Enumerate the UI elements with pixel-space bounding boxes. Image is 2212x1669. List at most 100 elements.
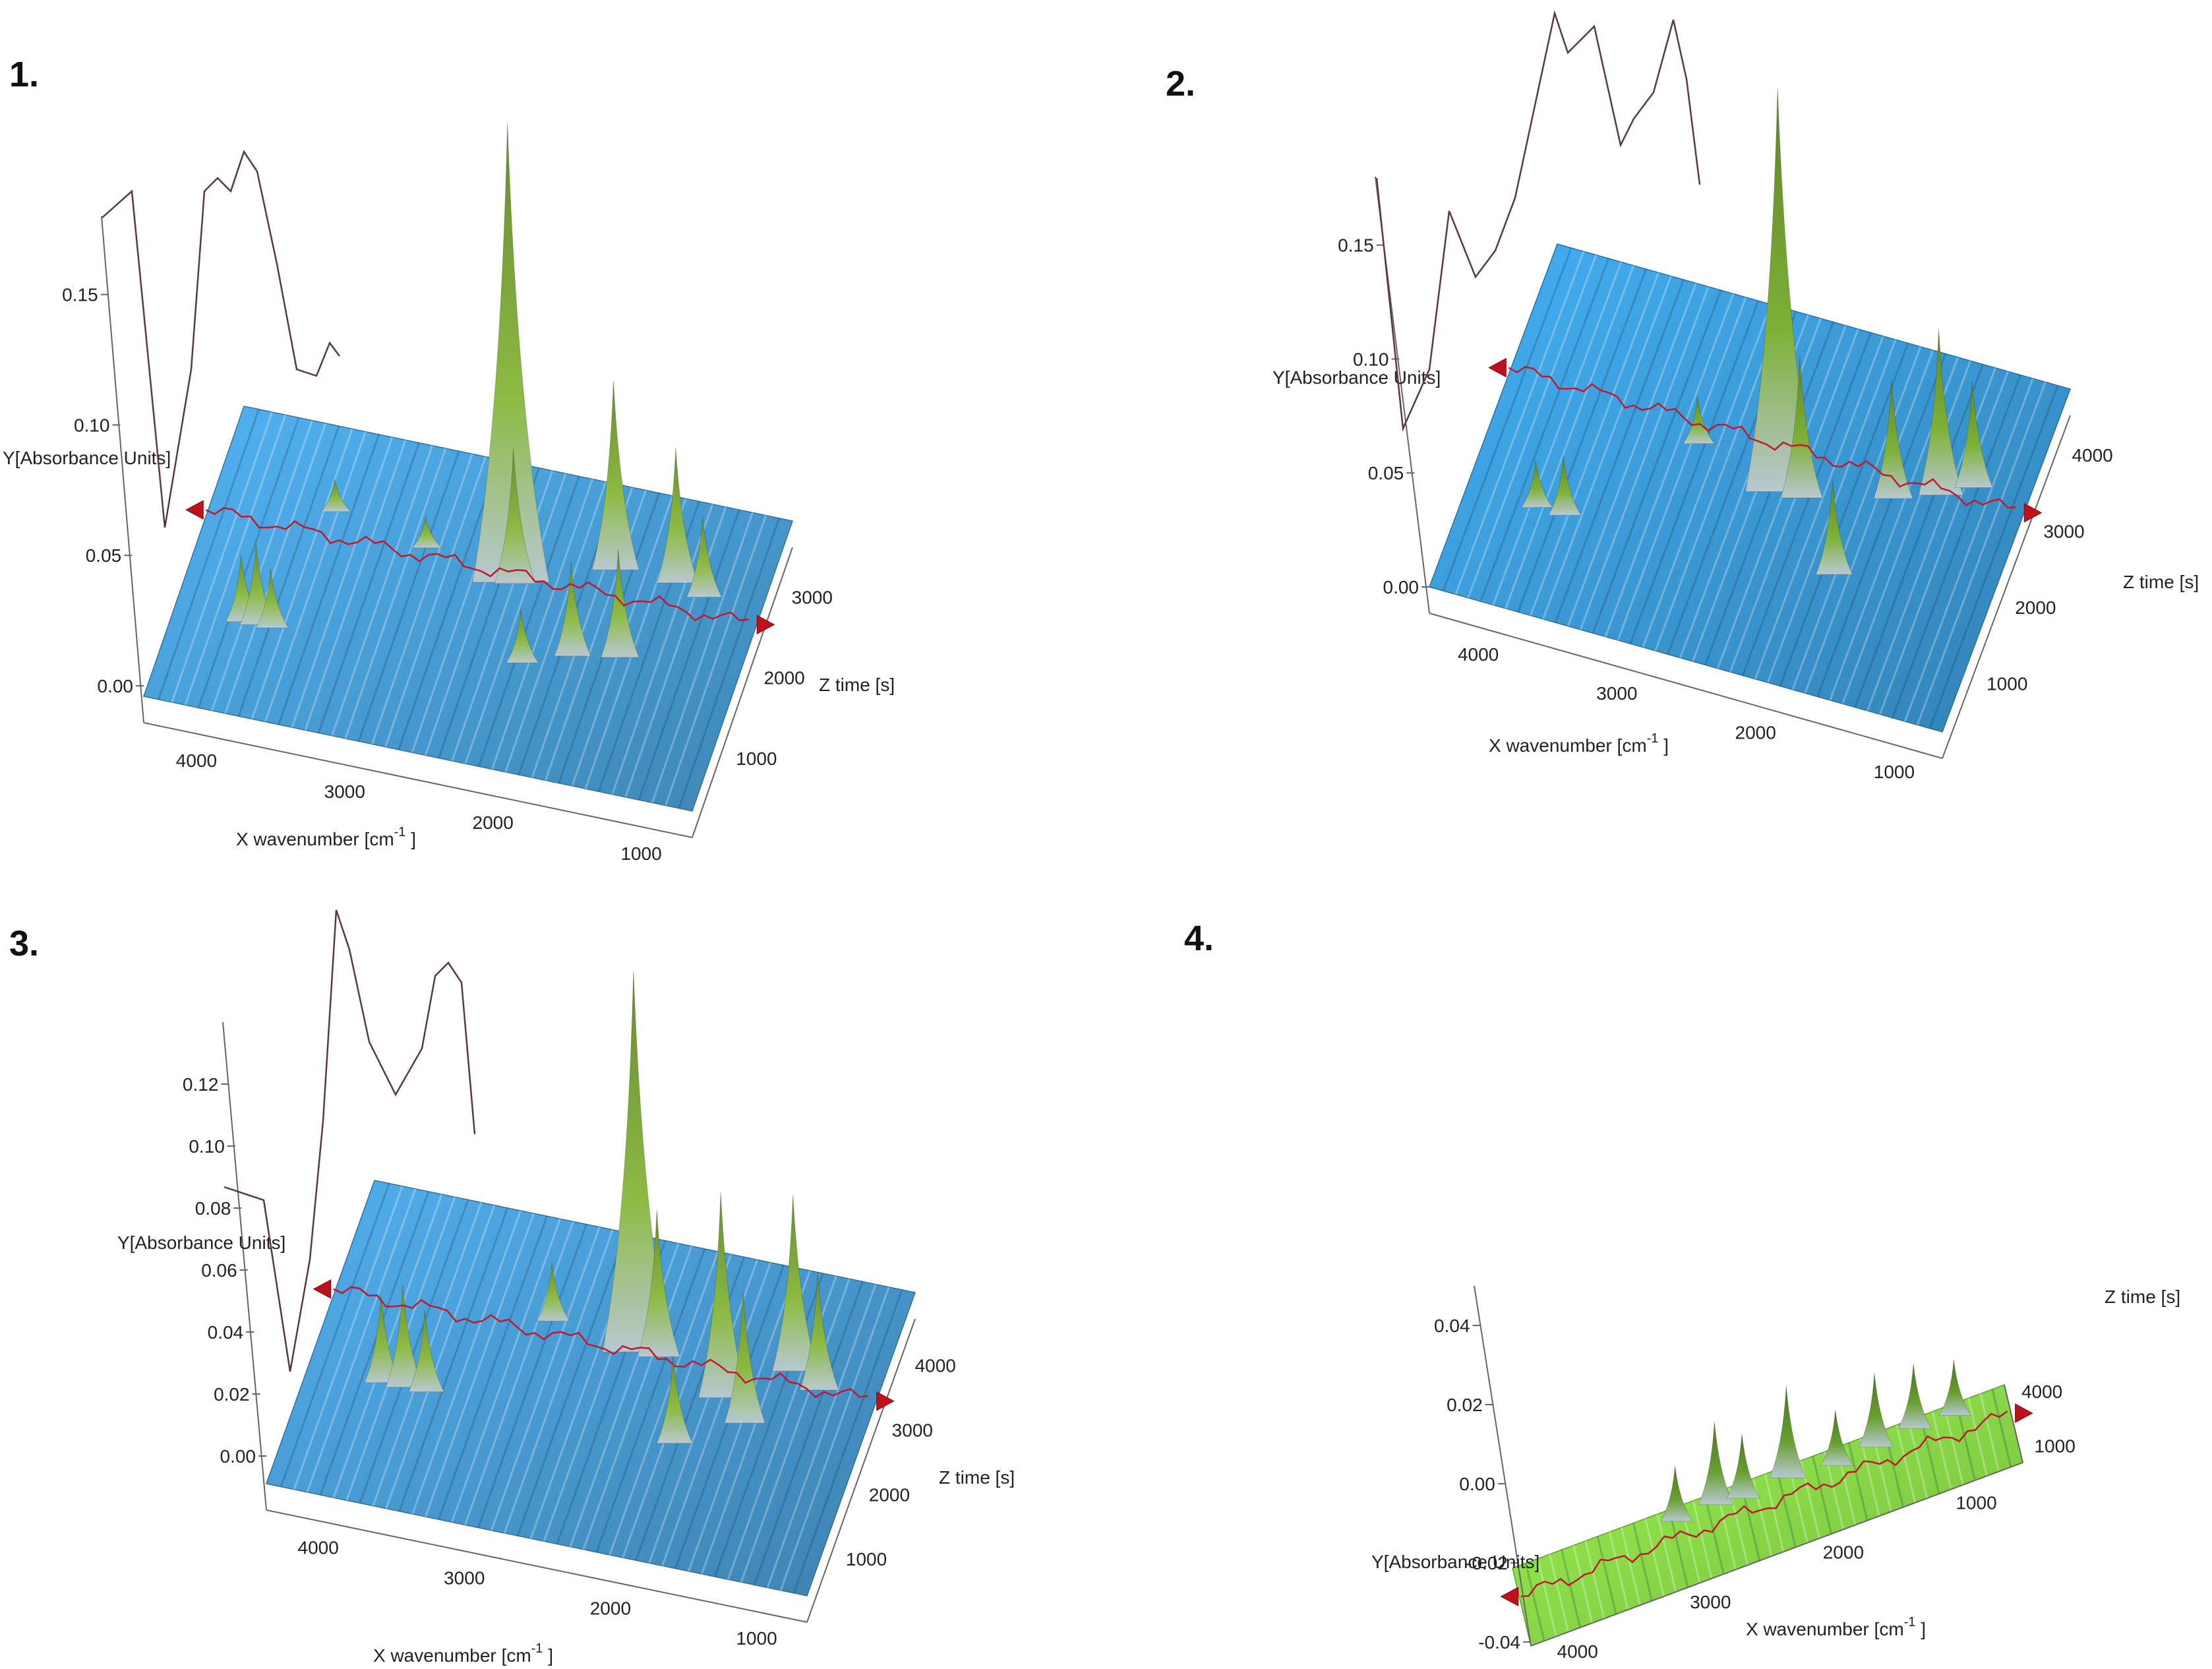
surface-streak [398, 459, 500, 750]
surface-streak [1467, 255, 1598, 599]
z-tick-label: 4000 [2072, 445, 2112, 466]
y-tick-label: -0.04 [1478, 1632, 1520, 1653]
surface-streak [1764, 1473, 1785, 1552]
surface-streak [504, 481, 607, 773]
surface-peak [799, 1272, 840, 1391]
x-tick-label: 4000 [1458, 644, 1499, 665]
surface-streak [1542, 276, 1672, 620]
surface-streak [1704, 321, 1834, 665]
y-ticks: 0.00 0.05 0.10 0.15 [1338, 235, 1429, 597]
x-axis-label: X wavenumber [cm-1 ] [1489, 731, 1669, 756]
surface-streak [1859, 1438, 1880, 1517]
surface-streak [477, 475, 580, 767]
x-tick-label: 3000 [1690, 1592, 1731, 1612]
surface-streak [1668, 1509, 1689, 1588]
surface-streak [1592, 289, 1722, 634]
surface-streak [357, 450, 460, 742]
surface-peak [1780, 355, 1824, 499]
y-tick-label: 0.00 [1383, 577, 1420, 597]
surface-streak [1642, 304, 1772, 648]
surface-streak [1608, 1531, 1629, 1610]
surface-streak [648, 1259, 759, 1563]
panel-4-chart: -0.04 -0.02 0.00 0.02 0.04 4000 3000 2000 1000 … [1371, 1285, 2180, 1662]
surface-streak [1492, 261, 1623, 605]
y-axis-label: Y[Absorbance Units] [1272, 367, 1441, 388]
surface-peak [1520, 460, 1554, 508]
surface-streak [1804, 349, 1934, 694]
slice-marker-right [2023, 502, 2043, 523]
surface-streak [1656, 1513, 1677, 1593]
y-tick-label: 0.12 [183, 1074, 219, 1095]
surface [266, 970, 916, 1596]
z-axis-label: Z time [s] [2123, 572, 2199, 592]
panel-3-chart: 0.00 0.02 0.04 0.06 0.08 0.10 0.12 4000 3000 200… [117, 909, 1015, 1666]
surface-peak [472, 123, 550, 583]
surface-peak [600, 549, 640, 658]
surface-streak [1955, 1402, 1976, 1481]
surface-streak [1812, 1455, 1833, 1534]
panel-1-number: 1. [9, 55, 40, 94]
surface-peak [1898, 1364, 1932, 1429]
slice-marker-right [876, 1391, 895, 1411]
surface-streak [411, 1210, 522, 1515]
surface-streak [792, 1289, 903, 1594]
surface-streak [331, 445, 433, 737]
surface-streak [1854, 364, 1984, 708]
surface-sheet [266, 1180, 916, 1596]
surface-peak [1815, 479, 1853, 575]
surface-peak [771, 1195, 818, 1372]
surface-streak [1903, 378, 2034, 722]
surface-streak [1754, 336, 1884, 680]
surface-peak [536, 1262, 570, 1321]
y-ticks: -0.04 -0.02 0.00 0.02 0.04 [1434, 1316, 1531, 1653]
surface-peak [1698, 1421, 1735, 1505]
surface-streak [184, 414, 287, 706]
surface-peak [1682, 396, 1716, 444]
slice-marker-right [756, 615, 775, 635]
surface [1500, 1360, 2033, 1647]
surface-sheet [143, 406, 793, 812]
surface-streak [425, 1213, 535, 1517]
y-tick-label: 0.05 [86, 545, 122, 566]
surface-streak [1572, 1545, 1594, 1623]
surface-streak [1931, 1411, 1952, 1490]
surface-streak [1779, 342, 1909, 686]
surface-streak [251, 428, 353, 719]
y-axis [101, 216, 793, 838]
surface-streak [1847, 1442, 1868, 1521]
surface-streak [1728, 1487, 1749, 1565]
surface-streak [1604, 293, 1735, 638]
z-axis-label: Z time [s] [939, 1467, 1015, 1488]
surface-streak [1816, 353, 1947, 698]
z-tick-label: 4000 [2021, 1381, 2062, 1402]
surface-streak [1567, 282, 1697, 626]
surface-peak [656, 447, 699, 584]
surface-streak [1943, 1407, 1964, 1486]
y-tick-label: 0.00 [98, 676, 134, 696]
surface-streak [464, 473, 567, 764]
surface-streak [1654, 307, 1785, 652]
panel-4: 4. -0.04 -0.02 0.00 0.02 0.04 4000 3000 2000 10… [1106, 857, 2212, 1669]
surface-streak [582, 1246, 693, 1550]
z-tick-label: 1000 [736, 748, 777, 769]
surface-peak [554, 561, 591, 657]
panel-3: 3. 0.00 0.02 0.04 0.06 0.08 0.10 0.12 4000 3000… [0, 857, 1106, 1669]
surface-peak [1954, 380, 1994, 489]
surface-streak [611, 504, 713, 795]
y-axis-label: Y[Absorbance Units] [3, 448, 171, 468]
y-tick-label: 0.15 [1338, 235, 1374, 256]
x-axis-label: X wavenumber [cm-1 ] [236, 825, 416, 849]
surface-streak [678, 518, 781, 809]
panel-1: 1. 0.00 0.05 0.10 0.15 4000 3000 2000 1000 100… [0, 0, 1106, 864]
x-ticks: 4000 3000 2000 1000 [298, 1537, 777, 1649]
surface-streak [638, 509, 740, 801]
z-axis-label: Z time [s] [819, 675, 895, 695]
y-axis-label: Y[Absorbance Units] [117, 1232, 285, 1253]
surface-peak [255, 568, 289, 628]
surface-streak [306, 1188, 417, 1493]
x-tick-label: 4000 [298, 1537, 339, 1558]
surface-streak [264, 431, 367, 723]
panel-2: 2. 0.00 0.05 0.10 0.15 4000 3000 2000 1000 100… [1106, 0, 2212, 851]
panel-4-number: 4. [1184, 919, 1214, 958]
surface-streak [463, 1221, 574, 1525]
